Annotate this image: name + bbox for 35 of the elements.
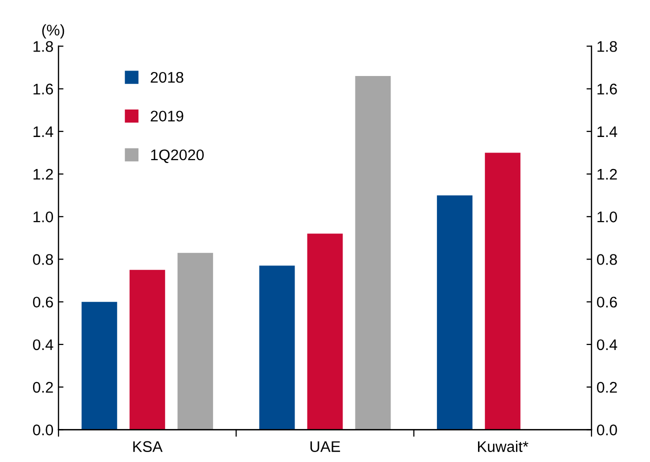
y-axis-title: (%) xyxy=(42,24,64,39)
y2-tick-label: 1.4 xyxy=(598,126,618,137)
bar xyxy=(130,270,166,430)
y2-tick-label: 1.2 xyxy=(598,168,617,180)
y2-tick-label: 0.2 xyxy=(596,382,617,393)
bar xyxy=(178,252,214,430)
legend-label: 2019 xyxy=(150,110,184,122)
y2-tick-label: 1.0 xyxy=(598,211,617,222)
bar xyxy=(82,302,118,430)
y2-tick-label: 0.0 xyxy=(596,424,617,436)
x-tick-label: KSA xyxy=(133,441,163,452)
y-tick-label: 1.2 xyxy=(34,168,53,180)
y-tick-label: 0.8 xyxy=(33,254,53,265)
bar xyxy=(484,152,520,430)
y-tick-label: 1.4 xyxy=(34,126,54,137)
bar xyxy=(436,195,472,430)
y-tick-label: 0.6 xyxy=(33,296,53,308)
y2-tick-label: 0.6 xyxy=(596,296,617,308)
y2-tick-label: 0.4 xyxy=(596,339,618,350)
y2-tick-label: 1.6 xyxy=(598,84,617,94)
y-tick-label: 1.8 xyxy=(34,41,53,52)
y-tick-label: 0.0 xyxy=(33,424,54,436)
bar xyxy=(307,234,343,430)
y2-tick-label: 0.8 xyxy=(596,254,617,265)
x-tick-label: UAE xyxy=(310,441,340,452)
y2-tick-label: 1.8 xyxy=(598,41,617,52)
y-tick-label: 1.6 xyxy=(34,84,53,94)
y-tick-label: 0.4 xyxy=(33,339,54,350)
legend-label: 1Q2020 xyxy=(151,149,204,164)
bar xyxy=(355,76,391,430)
bar xyxy=(259,266,295,430)
y-tick-label: 1.0 xyxy=(34,211,54,222)
x-tick-label: Kuwait* xyxy=(478,440,528,452)
legend-label: 2018 xyxy=(150,72,184,83)
y-tick-label: 0.2 xyxy=(33,382,53,393)
